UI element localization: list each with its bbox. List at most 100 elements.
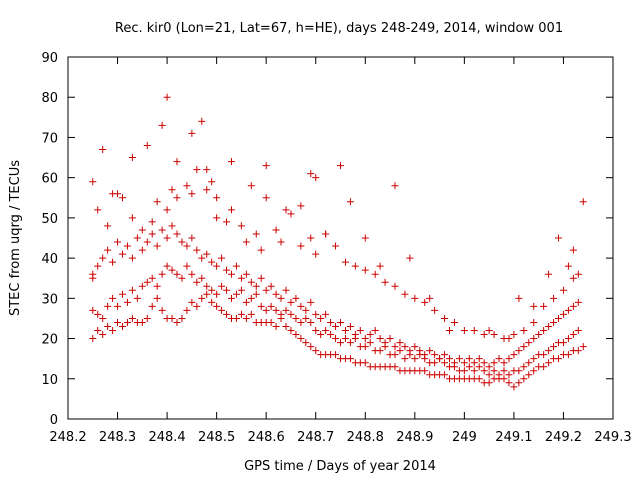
data-point bbox=[510, 331, 518, 339]
data-point bbox=[208, 298, 216, 306]
data-point bbox=[555, 234, 562, 242]
data-point bbox=[332, 335, 340, 343]
data-point bbox=[267, 318, 275, 326]
data-point bbox=[465, 363, 473, 371]
data-point bbox=[267, 302, 275, 310]
data-point bbox=[178, 274, 186, 282]
data-point bbox=[104, 222, 112, 230]
data-point bbox=[242, 270, 250, 278]
data-point bbox=[203, 186, 211, 194]
data-point bbox=[173, 194, 181, 202]
data-point bbox=[426, 294, 434, 302]
data-point bbox=[94, 262, 102, 270]
x-axis-label: GPS time / Days of year 2014 bbox=[244, 459, 436, 474]
data-point bbox=[198, 274, 206, 282]
data-point bbox=[223, 266, 231, 274]
data-point bbox=[109, 258, 117, 266]
data-point bbox=[213, 214, 221, 222]
data-point bbox=[312, 327, 320, 335]
data-point bbox=[163, 93, 171, 101]
plot-frame bbox=[67, 56, 614, 420]
data-point bbox=[555, 314, 562, 322]
data-point bbox=[574, 270, 582, 278]
data-point bbox=[530, 367, 538, 375]
data-point bbox=[475, 355, 483, 363]
data-point bbox=[228, 158, 235, 166]
data-point bbox=[168, 222, 176, 230]
data-point bbox=[569, 274, 577, 282]
data-point bbox=[515, 379, 523, 387]
data-point bbox=[272, 290, 280, 298]
data-point bbox=[292, 314, 300, 322]
data-point bbox=[550, 343, 558, 351]
data-point bbox=[163, 234, 171, 242]
data-point bbox=[272, 226, 280, 234]
data-point bbox=[391, 343, 399, 351]
data-point bbox=[475, 375, 483, 383]
data-point bbox=[208, 286, 216, 294]
data-point bbox=[322, 310, 330, 318]
data-point bbox=[312, 347, 320, 355]
data-point bbox=[520, 363, 528, 371]
data-point bbox=[203, 250, 211, 258]
data-point bbox=[460, 367, 468, 375]
data-point bbox=[188, 129, 196, 137]
data-point bbox=[193, 166, 201, 174]
data-point bbox=[332, 322, 340, 330]
data-point bbox=[579, 343, 587, 351]
data-point bbox=[277, 238, 285, 246]
data-points bbox=[89, 93, 587, 391]
data-point bbox=[297, 302, 305, 310]
data-point bbox=[128, 154, 136, 162]
data-point bbox=[148, 230, 156, 238]
data-point bbox=[223, 218, 231, 226]
x-tick-label: 248.2 bbox=[49, 430, 86, 445]
data-point bbox=[173, 158, 181, 166]
data-point bbox=[198, 117, 206, 125]
data-point bbox=[247, 278, 255, 286]
data-point bbox=[287, 210, 295, 218]
data-point bbox=[401, 355, 409, 363]
x-tick-label: 248.5 bbox=[198, 430, 235, 445]
data-point bbox=[188, 298, 196, 306]
data-point bbox=[297, 202, 305, 210]
data-point bbox=[376, 262, 384, 270]
data-point bbox=[237, 222, 245, 230]
data-point bbox=[158, 121, 166, 129]
data-point bbox=[505, 355, 513, 363]
data-point bbox=[99, 146, 107, 154]
data-point bbox=[406, 347, 414, 355]
data-point bbox=[361, 266, 369, 274]
data-point bbox=[421, 298, 429, 306]
data-point bbox=[148, 274, 156, 282]
data-point bbox=[569, 246, 577, 254]
data-point bbox=[242, 298, 250, 306]
data-point bbox=[247, 294, 255, 302]
y-tick-label: 30 bbox=[41, 292, 58, 307]
data-point bbox=[332, 242, 340, 250]
data-point bbox=[168, 186, 176, 194]
data-point bbox=[119, 290, 126, 298]
data-point bbox=[327, 318, 335, 326]
data-point bbox=[426, 347, 434, 355]
data-point bbox=[287, 298, 295, 306]
data-point bbox=[540, 363, 548, 371]
data-point bbox=[490, 367, 498, 375]
data-point bbox=[351, 262, 359, 270]
data-point bbox=[232, 262, 240, 270]
data-point bbox=[495, 355, 503, 363]
data-point bbox=[203, 290, 211, 298]
data-point bbox=[262, 306, 270, 314]
data-point bbox=[183, 306, 191, 314]
data-point bbox=[123, 318, 131, 326]
data-point bbox=[153, 242, 161, 250]
data-point bbox=[545, 322, 553, 330]
y-tick-label: 0 bbox=[50, 413, 58, 428]
y-tick-label: 70 bbox=[41, 131, 58, 146]
data-point bbox=[178, 314, 186, 322]
data-point bbox=[317, 314, 325, 322]
chart-title: Rec. kir0 (Lon=21, Lat=67, h=HE), days 2… bbox=[115, 21, 563, 36]
data-point bbox=[540, 327, 548, 335]
data-point bbox=[361, 335, 369, 343]
